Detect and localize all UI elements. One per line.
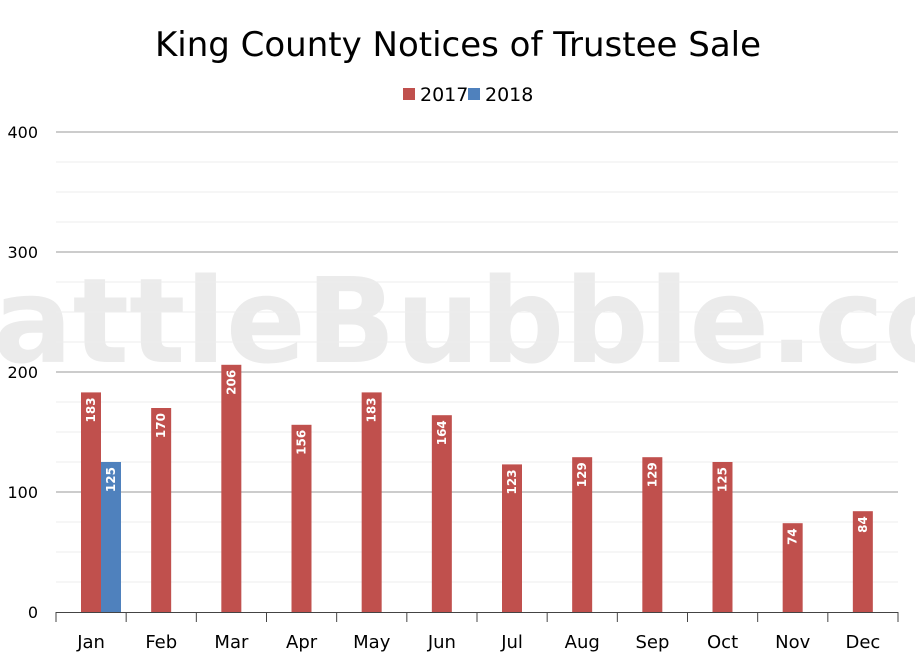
- bar-2017-May: [361, 392, 382, 612]
- x-tick-label: Jan: [76, 632, 105, 653]
- data-label-2018-Jan: 125: [104, 467, 118, 492]
- data-label-2017-Oct: 125: [716, 467, 730, 492]
- major-gridlines: [56, 131, 898, 493]
- legend-swatch-2018: [468, 88, 480, 100]
- data-label-2017-Dec: 84: [856, 516, 870, 533]
- x-tick-label: Sep: [635, 632, 669, 653]
- data-label-2017-Jan: 183: [84, 397, 98, 422]
- bar-2018-Jan: [101, 462, 121, 612]
- legend-label-2018: 2018: [485, 84, 533, 106]
- data-label-2017-Sep: 129: [645, 462, 659, 487]
- data-label-2017-Nov: 74: [786, 528, 800, 545]
- bar-2017-Aug: [572, 457, 593, 612]
- x-tick-label: Aug: [565, 632, 600, 653]
- bar-2017-Sep: [642, 457, 663, 612]
- data-label-2017-Jun: 164: [435, 420, 449, 445]
- bar-2017-Mar: [221, 364, 242, 612]
- x-tick-label: Feb: [145, 632, 177, 653]
- minor-gridlines: [56, 161, 898, 583]
- bar-2017-Apr: [291, 424, 312, 612]
- watermark-text: SeattleBubble.com: [0, 252, 915, 390]
- x-tick-label: Nov: [775, 632, 810, 653]
- bar-2017-Dec: [852, 511, 873, 612]
- bars: 183 125 170 206 156 183 164 123 129 129 125 74 84: [81, 364, 873, 612]
- y-axis-ticks: 0 100 200 300 400: [7, 123, 38, 622]
- x-tick-label: Jun: [427, 632, 456, 653]
- bar-2017-Jul: [502, 464, 522, 612]
- data-label-2017-Jul: 123: [505, 469, 519, 494]
- x-tick-label: Oct: [707, 632, 738, 653]
- bar-2017-Jan: [81, 392, 101, 612]
- x-tick-label: May: [353, 632, 391, 653]
- x-tick-label: Apr: [286, 632, 318, 653]
- chart-title: King County Notices of Trustee Sale: [155, 25, 761, 65]
- y-tick-label: 100: [7, 483, 38, 502]
- y-tick-label: 300: [7, 243, 38, 262]
- x-tick-label: Dec: [845, 632, 880, 653]
- data-label-2017-Apr: 156: [295, 430, 309, 455]
- data-label-2017-Feb: 170: [154, 413, 168, 438]
- x-tick-label: Mar: [214, 632, 249, 653]
- legend-swatch-2017: [403, 88, 415, 100]
- data-label-2017-Mar: 206: [224, 370, 238, 395]
- y-tick-label: 200: [7, 363, 38, 382]
- data-label-2017-May: 183: [365, 397, 379, 422]
- x-axis: Jan Feb Mar Apr May Jun Jul Aug Sep Oct Nov Dec: [55, 612, 899, 653]
- legend-label-2017: 2017: [420, 84, 468, 106]
- data-label-2017-Aug: 129: [575, 462, 589, 487]
- legend: 2017 2018: [403, 84, 533, 106]
- bar-2017-Feb: [151, 408, 172, 612]
- y-tick-label: 0: [28, 603, 38, 622]
- bar-2017-Nov: [782, 523, 803, 612]
- y-tick-label: 400: [7, 123, 38, 142]
- x-tick-label: Jul: [500, 632, 523, 653]
- bar-2017-Oct: [712, 462, 733, 612]
- bar-2017-Jun: [431, 415, 452, 612]
